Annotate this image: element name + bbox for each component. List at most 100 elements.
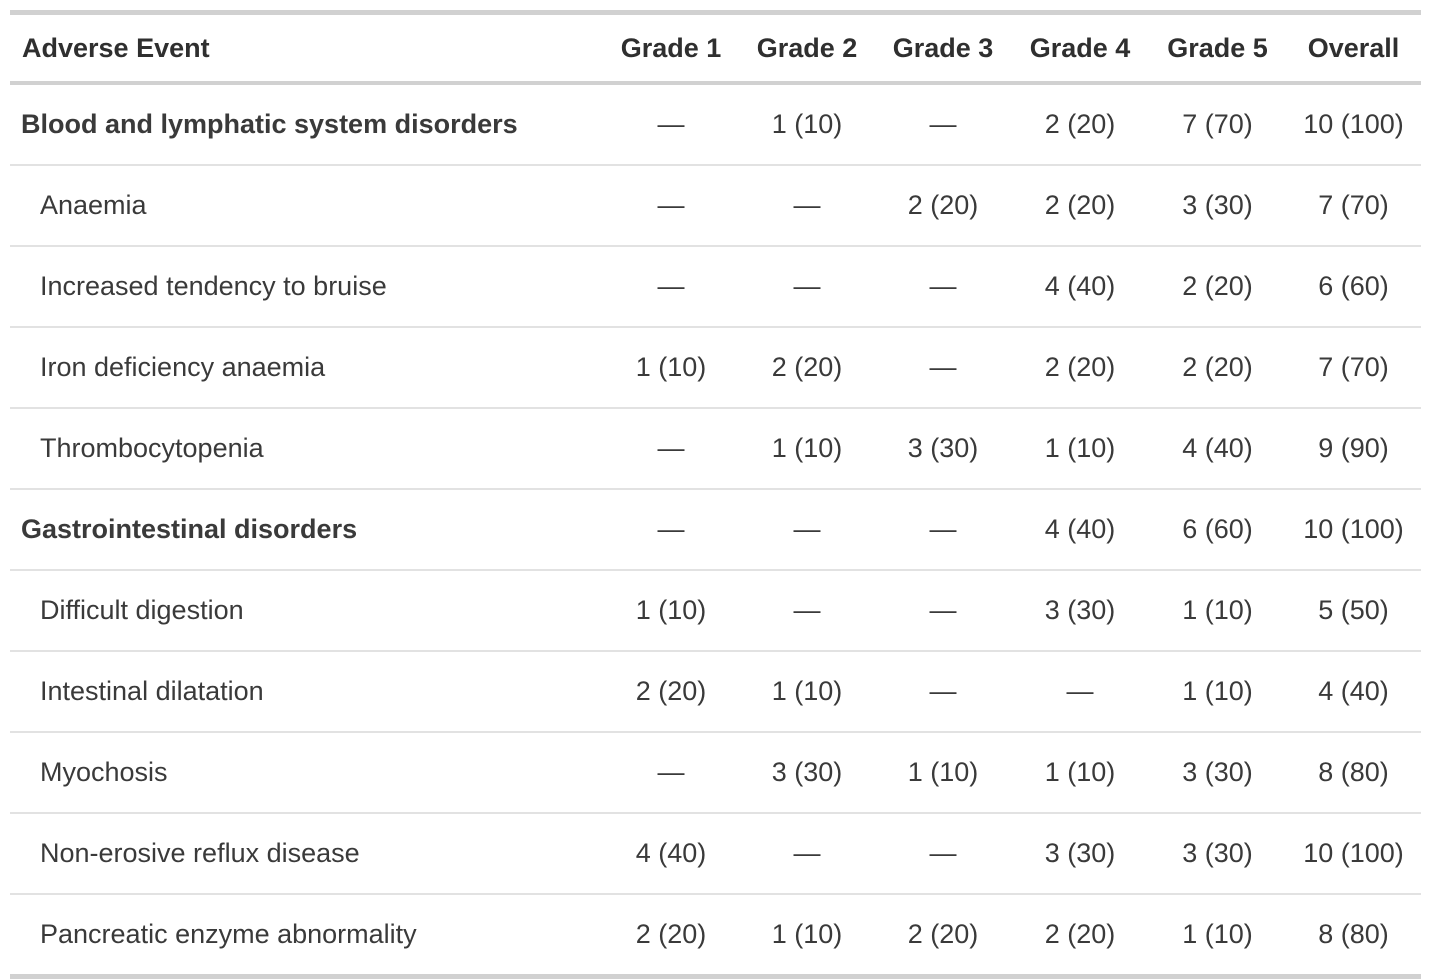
column-header-grade-3: Grade 3 xyxy=(875,10,1011,85)
item-row-label: Increased tendency to bruise xyxy=(10,246,603,328)
group-row-label: Gastrointestinal disorders xyxy=(10,489,603,571)
cell-grade-2: — xyxy=(739,570,875,652)
cell-grade-3: 2 (20) xyxy=(875,165,1011,247)
group-row: Gastrointestinal disorders — — —4 (40) 6 (60… xyxy=(10,489,1421,571)
group-row: Blood and lymphatic system disorders —1 (… xyxy=(10,83,1421,166)
cell-grade-3: 2 (20) xyxy=(875,894,1011,979)
cell-grade-1: 2 (20) xyxy=(603,894,739,979)
cell-grade-2: 1 (10) xyxy=(739,83,875,166)
cell-grade-4: 1 (10) xyxy=(1011,408,1149,490)
cell-grade-1: 1 (10) xyxy=(603,327,739,409)
item-row: Anaemia — —2 (20) 2 (20) 3 (30) 7 (70) xyxy=(10,165,1421,247)
cell-grade-2: — xyxy=(739,246,875,328)
cell-overall: 10 (100) xyxy=(1286,489,1421,571)
group-row-label: Blood and lymphatic system disorders xyxy=(10,83,603,166)
cell-grade-3: — xyxy=(875,246,1011,328)
cell-grade-3: 1 (10) xyxy=(875,732,1011,814)
cell-grade-2: 3 (30) xyxy=(739,732,875,814)
cell-grade-5: 3 (30) xyxy=(1149,813,1286,895)
cell-grade-3: — xyxy=(875,327,1011,409)
cell-grade-5: 7 (70) xyxy=(1149,83,1286,166)
column-header-grade-2: Grade 2 xyxy=(739,10,875,85)
cell-overall: 5 (50) xyxy=(1286,570,1421,652)
cell-grade-2: 1 (10) xyxy=(739,408,875,490)
cell-overall: 8 (80) xyxy=(1286,894,1421,979)
column-header-grade-5: Grade 5 xyxy=(1149,10,1286,85)
item-row: Iron deficiency anaemia 1 (10) 2 (20) —2 (2… xyxy=(10,327,1421,409)
table-body: Blood and lymphatic system disorders —1 (… xyxy=(10,83,1421,979)
item-row: Thrombocytopenia —1 (10) 3 (30) 1 (10) 4 (40… xyxy=(10,408,1421,490)
cell-overall: 10 (100) xyxy=(1286,813,1421,895)
cell-grade-4: 3 (30) xyxy=(1011,570,1149,652)
item-row-label: Iron deficiency anaemia xyxy=(10,327,603,409)
cell-grade-3: — xyxy=(875,83,1011,166)
item-row: Myochosis —3 (30) 1 (10) 1 (10) 3 (30) 8 (80) xyxy=(10,732,1421,814)
column-header-grade-4: Grade 4 xyxy=(1011,10,1149,85)
cell-grade-2: 1 (10) xyxy=(739,894,875,979)
cell-grade-3: — xyxy=(875,570,1011,652)
column-header-overall: Overall xyxy=(1286,10,1421,85)
cell-grade-5: 1 (10) xyxy=(1149,651,1286,733)
cell-grade-2: — xyxy=(739,165,875,247)
item-row-label: Pancreatic enzyme abnormality xyxy=(10,894,603,979)
cell-grade-4: 3 (30) xyxy=(1011,813,1149,895)
cell-grade-3: — xyxy=(875,813,1011,895)
cell-overall: 9 (90) xyxy=(1286,408,1421,490)
cell-grade-1: — xyxy=(603,246,739,328)
item-row: Increased tendency to bruise — — —4 (40) 2 (… xyxy=(10,246,1421,328)
adverse-events-table: Adverse Event Grade 1 Grade 2 Grade 3 Grade … xyxy=(10,10,1421,979)
cell-grade-5: 3 (30) xyxy=(1149,732,1286,814)
cell-grade-4: 2 (20) xyxy=(1011,894,1149,979)
item-row-label: Anaemia xyxy=(10,165,603,247)
column-header-adverse-event: Adverse Event xyxy=(10,10,603,85)
cell-overall: 4 (40) xyxy=(1286,651,1421,733)
cell-grade-4: — xyxy=(1011,651,1149,733)
table-header: Adverse Event Grade 1 Grade 2 Grade 3 Grade … xyxy=(10,10,1421,85)
cell-grade-2: — xyxy=(739,813,875,895)
cell-grade-5: 2 (20) xyxy=(1149,246,1286,328)
cell-grade-1: 2 (20) xyxy=(603,651,739,733)
cell-grade-2: — xyxy=(739,489,875,571)
cell-grade-5: 4 (40) xyxy=(1149,408,1286,490)
item-row: Non-erosive reflux disease 4 (40) — —3 (30)… xyxy=(10,813,1421,895)
cell-grade-1: — xyxy=(603,408,739,490)
cell-grade-1: 4 (40) xyxy=(603,813,739,895)
cell-grade-1: — xyxy=(603,83,739,166)
item-row: Intestinal dilatation 2 (20) 1 (10) — —1 (10… xyxy=(10,651,1421,733)
cell-grade-3: — xyxy=(875,651,1011,733)
item-row-label: Difficult digestion xyxy=(10,570,603,652)
cell-grade-3: — xyxy=(875,489,1011,571)
cell-grade-4: 4 (40) xyxy=(1011,489,1149,571)
cell-grade-4: 2 (20) xyxy=(1011,327,1149,409)
cell-grade-5: 6 (60) xyxy=(1149,489,1286,571)
table-header-row: Adverse Event Grade 1 Grade 2 Grade 3 Grade … xyxy=(10,10,1421,85)
cell-grade-5: 3 (30) xyxy=(1149,165,1286,247)
item-row-label: Non-erosive reflux disease xyxy=(10,813,603,895)
cell-overall: 7 (70) xyxy=(1286,327,1421,409)
cell-grade-2: 1 (10) xyxy=(739,651,875,733)
item-row: Difficult digestion 1 (10) — —3 (30) 1 (10) 5… xyxy=(10,570,1421,652)
cell-overall: 10 (100) xyxy=(1286,83,1421,166)
cell-overall: 8 (80) xyxy=(1286,732,1421,814)
column-header-grade-1: Grade 1 xyxy=(603,10,739,85)
cell-overall: 6 (60) xyxy=(1286,246,1421,328)
item-row-label: Myochosis xyxy=(10,732,603,814)
cell-grade-4: 2 (20) xyxy=(1011,83,1149,166)
cell-grade-2: 2 (20) xyxy=(739,327,875,409)
cell-grade-4: 4 (40) xyxy=(1011,246,1149,328)
cell-grade-1: 1 (10) xyxy=(603,570,739,652)
cell-grade-5: 2 (20) xyxy=(1149,327,1286,409)
cell-overall: 7 (70) xyxy=(1286,165,1421,247)
item-row-label: Intestinal dilatation xyxy=(10,651,603,733)
cell-grade-5: 1 (10) xyxy=(1149,894,1286,979)
cell-grade-1: — xyxy=(603,489,739,571)
cell-grade-4: 1 (10) xyxy=(1011,732,1149,814)
cell-grade-1: — xyxy=(603,732,739,814)
cell-grade-5: 1 (10) xyxy=(1149,570,1286,652)
item-row: Pancreatic enzyme abnormality 2 (20) 1 (10… xyxy=(10,894,1421,979)
cell-grade-4: 2 (20) xyxy=(1011,165,1149,247)
cell-grade-3: 3 (30) xyxy=(875,408,1011,490)
item-row-label: Thrombocytopenia xyxy=(10,408,603,490)
cell-grade-1: — xyxy=(603,165,739,247)
